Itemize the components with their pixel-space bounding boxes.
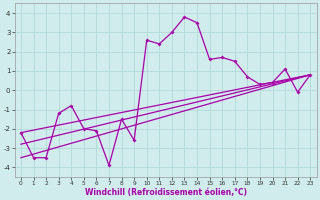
X-axis label: Windchill (Refroidissement éolien,°C): Windchill (Refroidissement éolien,°C) [84,188,247,197]
